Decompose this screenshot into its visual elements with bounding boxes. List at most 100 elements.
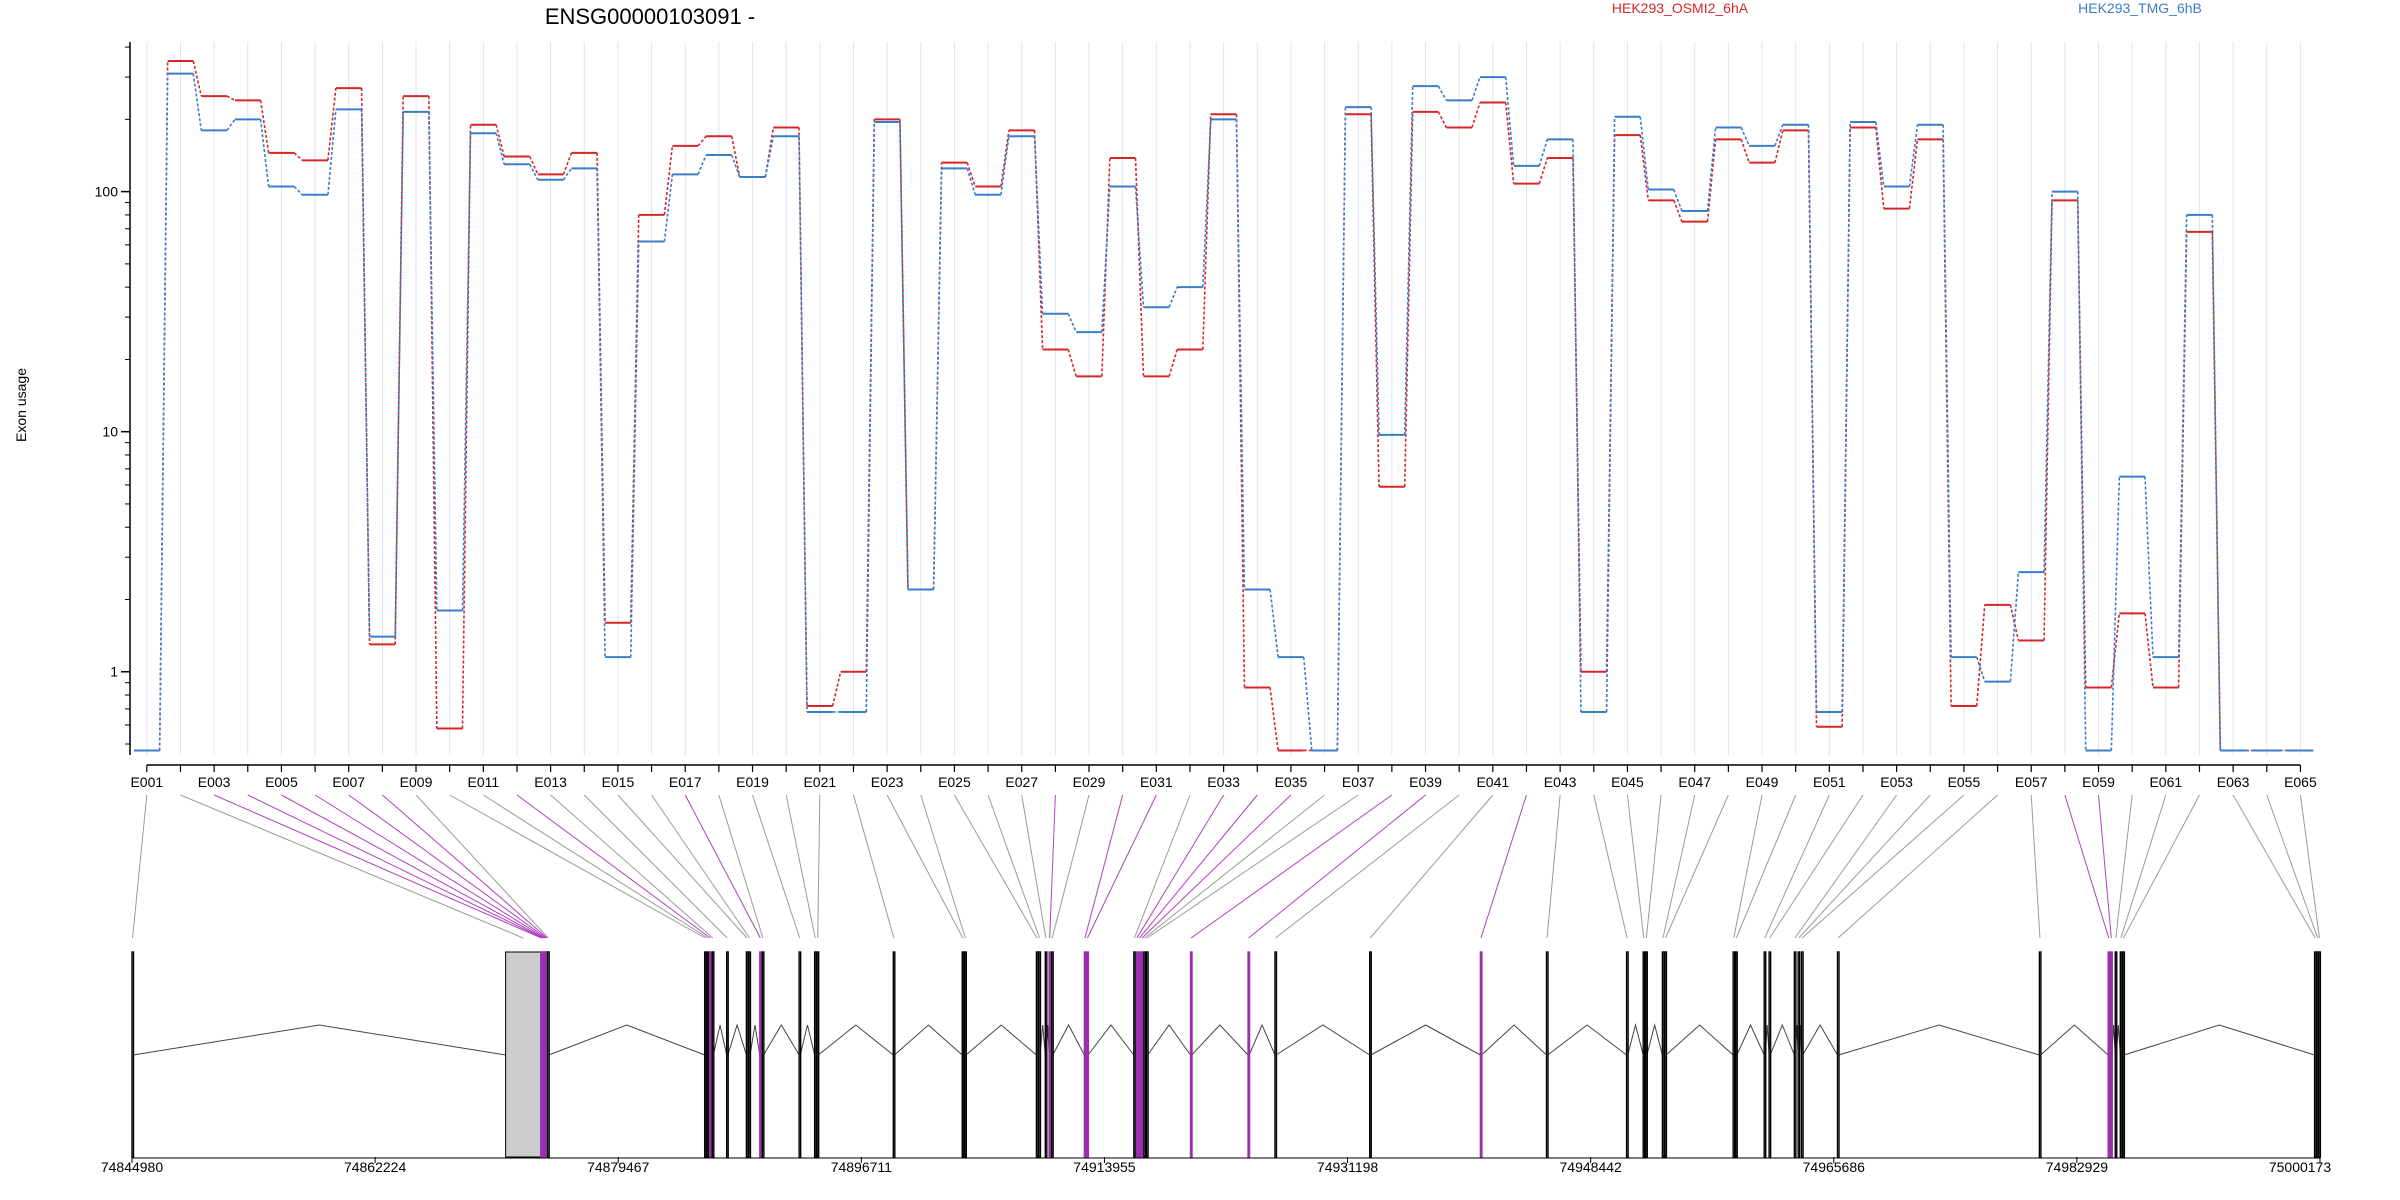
exon-box [2107,951,2111,1158]
intron-line [2040,1024,2109,1056]
series-connector [2144,476,2154,658]
series-connector [1538,157,1549,184]
exon-box [1133,951,1137,1158]
genome-coordinate-axis: 74844980 74862224 74879467 74896711 74913955… [101,1157,2331,1175]
exon-box [546,951,550,1158]
exon-box [1797,951,1801,1158]
x-tick-label: E025 [938,774,971,790]
series-connector [1134,158,1145,377]
series-connector [663,174,674,242]
exon-connector [415,794,549,939]
series-connector [394,111,404,637]
series-connector [360,109,371,637]
x-tick-label: E003 [198,774,231,790]
series-connector [293,152,303,161]
exon-connector [1645,794,1662,939]
x-tick-label: E019 [736,774,769,790]
exon-connector [1190,794,1393,939]
x-tick-label: E053 [1880,774,1913,790]
series-connector [1033,136,1044,314]
coordinate-tick-label: 74879467 [587,1159,650,1175]
exon-connector [132,794,148,939]
series-connector [1504,102,1515,184]
exon-connector [1735,794,1797,939]
intron-line [1481,1024,1547,1056]
intron-line [894,1024,963,1056]
series-connector [1370,114,1380,487]
series-connector [932,168,943,590]
exon-box [816,951,820,1158]
exon-connector [1769,794,1864,939]
intron-line [818,1024,894,1056]
y-tick-label: 1 [110,664,118,680]
coordinate-tick-label: 74862224 [344,1159,407,1175]
exon-connector [1021,794,1047,939]
x-tick-label: E041 [1476,774,1509,790]
exon-connector [1146,794,1359,939]
series-connector [192,73,203,131]
series-connector [1841,121,1851,712]
intron-line [727,1023,747,1056]
intron-line [1769,1023,1795,1056]
series-connector [2043,200,2053,641]
x-tick-label: E031 [1140,774,1173,790]
exon-box [1050,951,1054,1158]
exon-box [1661,951,1665,1158]
series-connector [259,119,270,187]
exon-box [2318,951,2322,1158]
intron-line [799,1024,816,1056]
exon-connector [752,794,801,939]
series-connector [562,152,573,175]
exon-box [1369,951,1372,1158]
exon-box [711,951,715,1158]
intron-line [1370,1024,1481,1056]
series-connector [2076,200,2087,688]
exon-box [1479,951,1483,1158]
exon-box [1732,951,1736,1158]
exon-connector [1662,794,1696,939]
exon-box [1140,951,1144,1158]
series-connector [966,162,977,187]
series-connector [1908,124,1919,187]
intron-line [1838,1024,2040,1056]
y-tick-label: 10 [102,424,118,440]
exon-connector [213,794,542,939]
coordinate-tick-label: 74982929 [2046,1159,2109,1175]
exon-box [1083,951,1087,1158]
x-tick-label: E023 [871,774,904,790]
series-connector [562,167,573,181]
series-connector [1336,107,1347,751]
series-connector [461,133,472,611]
exon-connector [516,794,711,939]
exon-box [2038,951,2042,1158]
y-tick-label: 100 [95,184,119,200]
exon-box [1035,951,1039,1158]
series-connector [2211,231,2222,751]
x-tick-label: E039 [1409,774,1442,790]
series-connector [1774,124,1784,147]
exon-connector [1794,794,1898,939]
x-tick-label: E045 [1611,774,1644,790]
x-tick-label: E021 [803,774,836,790]
legend-entry-tmg: HEK293_TMG_6hB [2078,0,2202,16]
intron-line [965,1024,1037,1056]
series-connector [1740,139,1750,163]
series-connector [1706,139,1717,222]
intron-line [1248,1023,1276,1056]
series-connector [2110,476,2121,751]
x-tick-label: E063 [2217,774,2250,790]
intron-line [1665,1024,1734,1056]
series-connector [293,185,303,196]
exon-connector [483,794,709,939]
series-connector [1269,589,1279,658]
exon-box [1143,951,1147,1158]
series-connector [1471,102,1481,128]
series-connector [1471,76,1481,101]
exon-connector [1139,794,1258,939]
exon-connector [1084,794,1124,939]
series-connector [1437,111,1448,128]
series-connector [1134,186,1145,308]
series-connector [1975,604,1986,707]
intron-line [1147,1024,1191,1056]
series-lines [134,60,2314,752]
